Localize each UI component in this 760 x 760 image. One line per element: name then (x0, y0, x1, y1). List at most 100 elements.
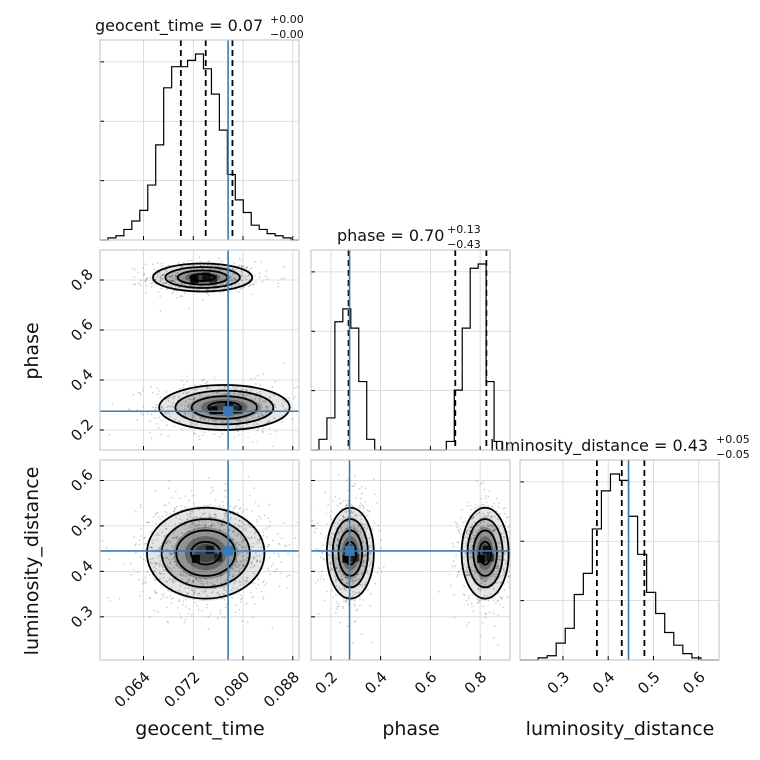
panel-geocent-time-luminosity-distance-sample (160, 598, 163, 600)
panel-phase-luminosity-distance-sample (346, 502, 349, 504)
panel-phase-luminosity-distance-sample (486, 595, 489, 597)
panel-geocent-time-phase-sample (256, 440, 259, 443)
panel-geocent-time-phase-sample (242, 393, 245, 396)
panel-geocent-time-phase-sample (140, 412, 143, 415)
panel-geocent-time-luminosity-distance-sample (175, 560, 178, 563)
panel-geocent-time-luminosity-distance-sample (178, 613, 181, 615)
panel-geocent-time-phase-sample (262, 427, 265, 430)
panel-geocent-time-luminosity-distance-sample (189, 513, 192, 516)
panel-geocent-time-phase-sample (304, 415, 306, 417)
panel-geocent-time-luminosity-distance-sample (270, 565, 273, 567)
panel-phase-luminosity-distance-sample (473, 537, 475, 540)
panel-geocent-time-luminosity-distance-sample (225, 514, 228, 516)
panel-phase-luminosity-distance-sample (365, 554, 368, 556)
panel-geocent-time-luminosity-distance-sample (207, 477, 210, 479)
panel-geocent-time-luminosity-distance-sample (204, 525, 207, 527)
panel-geocent-time-phase-sample (272, 445, 274, 448)
panel-phase-luminosity-distance-sample (470, 566, 473, 569)
panel-phase-luminosity-distance-sample (336, 564, 339, 566)
panel-geocent-time-phase-sample (256, 429, 259, 432)
panel-geocent-time-luminosity-distance-sample (123, 562, 126, 565)
panel-geocent-time-luminosity-distance-sample (213, 584, 216, 586)
panel-phase-luminosity-distance-sample (457, 528, 460, 531)
panel-phase-luminosity-distance-sample (500, 559, 502, 561)
panel-phase-luminosity-distance-sample (493, 525, 495, 528)
panel-phase-luminosity-distance-sample (326, 590, 328, 593)
panel-geocent-time-luminosity-distance-sample (242, 538, 245, 541)
panel-geocent-time-phase-sample (257, 415, 260, 418)
panel-geocent-time-phase-sample (190, 423, 193, 426)
panel-geocent-time-luminosity-distance-sample (154, 591, 156, 594)
panel-geocent-time-phase-sample (145, 277, 148, 280)
panel-geocent-time-phase-sample (250, 267, 253, 269)
panel-geocent-time-phase-sample (244, 388, 247, 391)
panel-geocent-time-phase-sample (286, 408, 288, 411)
panel-geocent-time-luminosity-distance-sample (180, 573, 183, 576)
panel-geocent-time-luminosity-distance-frame (99, 459, 300, 661)
panel-phase-luminosity-distance-sample (354, 576, 357, 579)
panel-phase-luminosity-distance-sample (352, 511, 355, 513)
panel-geocent-time-luminosity-distance-sample (224, 580, 227, 582)
panel-phase-luminosity-distance-sample (476, 531, 479, 534)
panel-phase-luminosity-distance-sample (370, 553, 373, 556)
panel-phase-luminosity-distance-sample (351, 579, 354, 581)
panel-geocent-time-luminosity-distance-sample (190, 526, 193, 529)
panel-geocent-time-phase-sample (266, 406, 268, 409)
panel-phase-luminosity-distance-sample (474, 529, 477, 532)
panel-geocent-time-luminosity-distance-sample (184, 506, 187, 508)
panel-geocent-time-phase-sample (242, 394, 244, 397)
panel-phase-luminosity-distance-sample (324, 537, 327, 539)
panel-geocent-time-phase-sample (180, 428, 183, 430)
panel-geocent-time-luminosity-distance-sample (168, 577, 171, 580)
panel-phase-luminosity-distance-sample (468, 597, 470, 600)
panel-phase-luminosity-distance-sample (353, 603, 356, 605)
panel-phase-luminosity-distance-sample (484, 612, 487, 615)
panel-geocent-time-phase-sample (187, 307, 190, 310)
panel-phase-luminosity-distance-sample (338, 605, 340, 608)
panel-geocent-time-luminosity-distance-sample (162, 596, 165, 599)
panel-geocent-time-phase-sample (180, 403, 183, 406)
panel-geocent-time-luminosity-distance-sample (153, 561, 156, 564)
panel-geocent-time-luminosity-distance-sample (253, 582, 255, 585)
panel-phase-luminosity-distance-sample (479, 634, 482, 637)
panel-geocent-time-luminosity-distance-sample (165, 542, 168, 545)
panel-phase-luminosity-distance-sample (502, 567, 505, 570)
panel-phase-luminosity-distance-sample (376, 501, 378, 504)
panel-geocent-time-luminosity-distance-sample (245, 601, 248, 604)
panel-geocent-time-phase-sample (250, 293, 253, 296)
panel-geocent-time-luminosity-distance-sample (179, 584, 182, 587)
panel-geocent-time-luminosity-distance-sample (165, 504, 167, 507)
panel-geocent-time-luminosity-distance-sample (155, 512, 158, 515)
panel-geocent-time-luminosity-distance-sample (260, 546, 263, 549)
panel-phase-luminosity-distance-sample (337, 473, 340, 476)
panel-phase-luminosity-distance-sample (346, 582, 348, 584)
panel-phase-luminosity-distance-sample (497, 565, 500, 568)
panel-phase-luminosity-distance-sample (343, 600, 345, 603)
panel-geocent-time-luminosity-distance-sample (204, 590, 207, 593)
panel-geocent-time-phase-sample (183, 412, 186, 415)
panel-geocent-time-luminosity-distance-sample (168, 551, 171, 554)
panel-phase-luminosity-distance-sample (357, 592, 360, 594)
panel-phase-luminosity-distance-sample (507, 526, 510, 529)
panel-geocent-time-phase-sample (151, 281, 154, 284)
title-luminosity-distance: luminosity_distance = 0.43 +0.05 −0.05 (490, 433, 750, 461)
panel-geocent-time-luminosity-distance-sample (259, 560, 262, 563)
panel-geocent-time-phase-sample (156, 393, 159, 396)
panel-phase-luminosity-distance-sample (363, 526, 366, 529)
panel-geocent-time-luminosity-distance-sample (252, 556, 255, 559)
panel-phase-luminosity-distance-sample (363, 555, 366, 557)
panel-geocent-time-phase-sample (169, 276, 172, 278)
panel-geocent-time-luminosity-distance-sample (248, 494, 251, 497)
panel-geocent-time-phase-sample (245, 419, 248, 422)
panel-geocent-time-luminosity-distance-sample (223, 512, 226, 515)
panel-geocent-time-phase-sample (164, 282, 167, 285)
panel-phase-luminosity-distance-sample (494, 529, 497, 532)
panel-phase-luminosity-distance-sample (471, 544, 474, 547)
panel-geocent-time-luminosity-distance-sample (245, 529, 248, 532)
panel-geocent-time-phase-sample (154, 406, 157, 409)
panel-geocent-time-luminosity-distance-sample (188, 530, 191, 532)
panel-geocent-time-luminosity-distance-sample (236, 560, 238, 563)
ytick-label-luminosity-distance-2: 0.5 (67, 511, 97, 541)
panel-geocent-time-luminosity-distance-sample (255, 555, 258, 557)
panel-phase-luminosity-distance-sample (326, 523, 329, 526)
